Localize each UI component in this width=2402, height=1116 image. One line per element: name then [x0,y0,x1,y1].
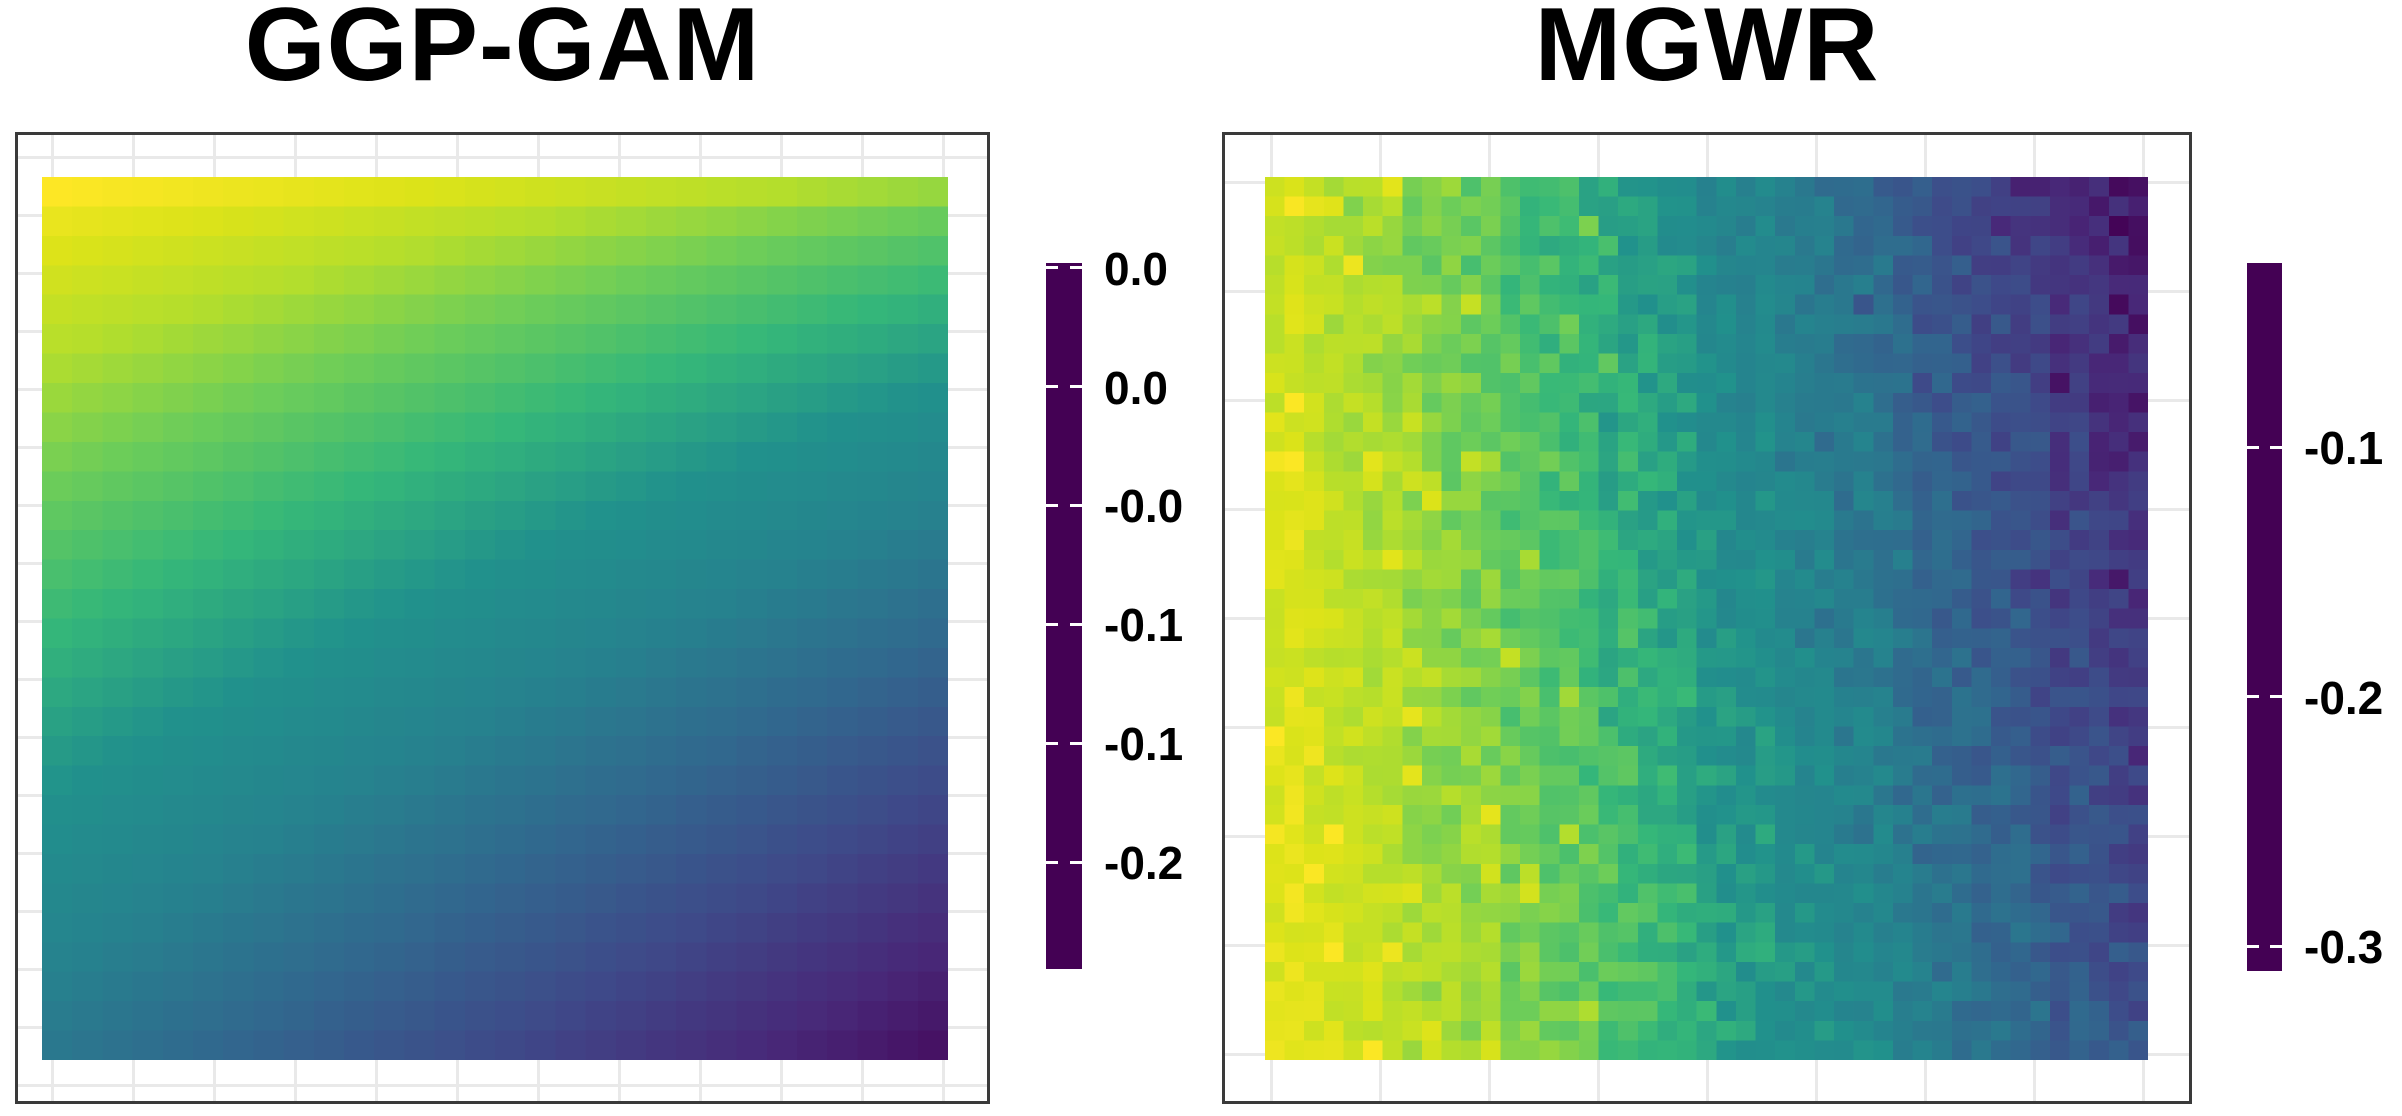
colorbar-tick-mark [1070,385,1082,389]
colorbar-tick-mark [1046,503,1058,507]
colorbar-tick-mark [2247,695,2259,699]
colorbar-tick-label: 0.0 [1104,361,1168,414]
colorbar-gradient-ggp-gam [1046,263,1082,969]
colorbar-tick-mark [1046,741,1058,745]
heatmap-mgwr [1265,177,2148,1060]
colorbar-gradient-mgwr [2247,263,2282,971]
colorbar-tick-mark [1046,385,1058,389]
colorbar-tick-label: -0.1 [2304,422,2384,475]
colorbar-tick-label: -0.2 [2304,671,2384,724]
colorbar-tick-label: -0.3 [2304,921,2384,974]
plot-title-ggp-gam: GGP-GAM [244,0,761,103]
colorbar-tick-mark [1070,860,1082,864]
colorbar-tick-label: -0.1 [1104,599,1184,652]
plot-title-mgwr: MGWR [1534,0,1880,103]
colorbar-tick-mark [2270,695,2282,699]
colorbar-tick-mark [1070,622,1082,626]
colorbar-tick-mark [1070,503,1082,507]
colorbar-tick-mark [1070,741,1082,745]
colorbar-tick-mark [1046,622,1058,626]
heatmap-ggp-gam [42,177,948,1060]
colorbar-tick-mark [2247,944,2259,948]
colorbar-tick-mark [1046,266,1058,270]
colorbar-tick-mark [2247,445,2259,449]
colorbar-tick-label: -0.0 [1104,480,1184,533]
colorbar-tick-label: -0.1 [1104,718,1184,771]
colorbar-tick-mark [1070,266,1082,270]
colorbar-tick-mark [1046,860,1058,864]
colorbar-ggp-gam: 0.0 0.0 -0.0 -0.1 -0.1 -0.2 [1046,246,1346,969]
colorbar-tick-mark [2270,445,2282,449]
colorbar-mgwr: -0.1 -0.2 -0.3 [2247,263,2402,971]
colorbar-tick-label: -0.2 [1104,837,1184,890]
colorbar-tick-mark [2270,944,2282,948]
colorbar-tick-label: 0.0 [1104,242,1168,295]
